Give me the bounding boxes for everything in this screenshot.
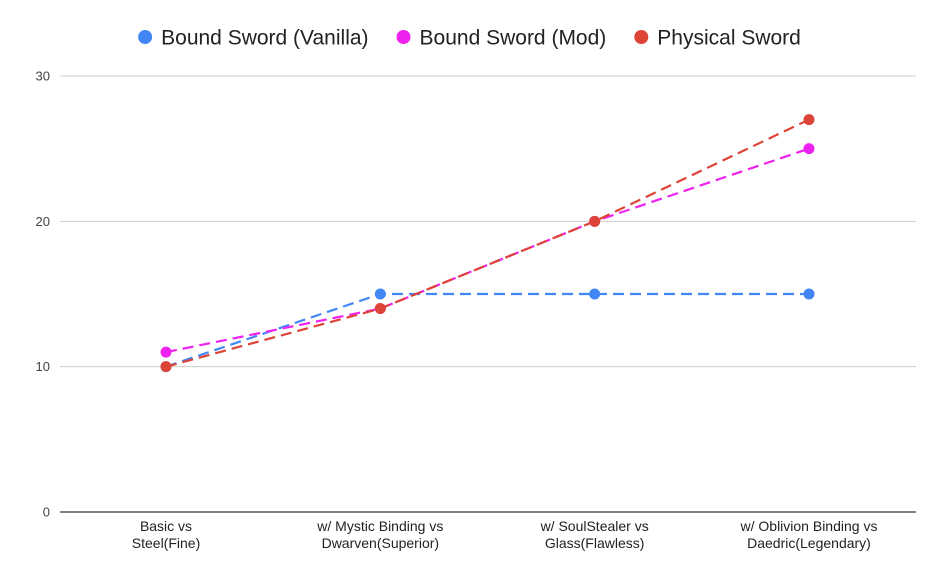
- y-axis-ticks: 0 10 20 30: [36, 69, 50, 520]
- x-tick-label: w/ Mystic Binding vs Dwarven(Superior): [316, 518, 443, 551]
- x-tick-label: w/ Oblivion Binding vs Daedric(Legendary): [740, 518, 878, 551]
- series-line: [165, 118, 810, 368]
- legend-marker: [396, 30, 411, 44]
- legend-label: Physical Sword: [657, 27, 801, 50]
- y-tick-label: 20: [36, 214, 50, 229]
- series-lines: [165, 118, 810, 368]
- series-points: [160, 114, 815, 373]
- y-tick-label: 0: [43, 505, 50, 520]
- series-line: [165, 292, 809, 368]
- data-point: [160, 346, 172, 358]
- legend-item: Bound Sword (Vanilla): [138, 27, 369, 50]
- legend-item: Physical Sword: [634, 27, 801, 50]
- grid: [60, 75, 916, 513]
- x-tick-label: Basic vs Steel(Fine): [132, 518, 200, 551]
- data-point: [803, 114, 815, 126]
- legend: Bound Sword (Vanilla) Bound Sword (Mod) Ph…: [138, 27, 801, 50]
- data-point: [374, 303, 386, 315]
- legend-marker: [634, 30, 649, 44]
- legend-item: Bound Sword (Mod): [396, 27, 607, 50]
- data-point: [374, 288, 386, 300]
- y-tick-label: 10: [36, 359, 50, 374]
- series-line: [165, 147, 810, 354]
- data-point: [803, 143, 815, 155]
- data-point: [589, 288, 601, 300]
- legend-label: Bound Sword (Vanilla): [161, 27, 368, 50]
- legend-label: Bound Sword (Mod): [420, 27, 607, 50]
- data-point: [803, 288, 815, 300]
- x-tick-label: w/ SoulStealer vs Glass(Flawless): [540, 518, 649, 551]
- data-point: [589, 215, 601, 227]
- legend-marker: [138, 30, 153, 44]
- data-point: [160, 361, 172, 373]
- y-tick-label: 30: [36, 69, 50, 84]
- x-axis-labels: Basic vs Steel(Fine) w/ Mystic Binding vs D…: [132, 518, 878, 551]
